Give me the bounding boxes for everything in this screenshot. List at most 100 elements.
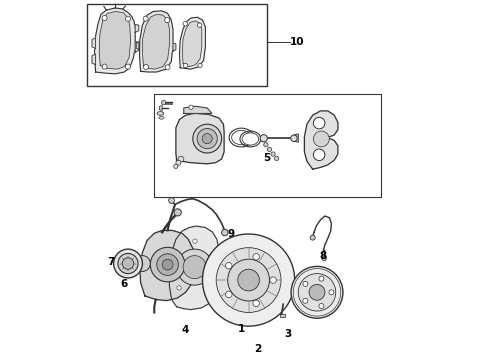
- Circle shape: [102, 64, 107, 69]
- Polygon shape: [92, 54, 96, 65]
- Circle shape: [122, 258, 134, 269]
- Text: 8: 8: [320, 251, 327, 261]
- Text: 7: 7: [107, 257, 115, 267]
- Circle shape: [319, 303, 324, 309]
- Circle shape: [298, 274, 336, 311]
- Ellipse shape: [159, 116, 164, 119]
- Text: 6: 6: [120, 279, 127, 289]
- Circle shape: [197, 129, 217, 149]
- Polygon shape: [99, 12, 130, 69]
- Polygon shape: [182, 21, 202, 67]
- Polygon shape: [173, 43, 176, 51]
- Circle shape: [322, 256, 326, 261]
- Ellipse shape: [242, 133, 259, 145]
- Circle shape: [310, 235, 315, 240]
- Polygon shape: [95, 8, 135, 74]
- Circle shape: [202, 234, 294, 326]
- Polygon shape: [170, 226, 220, 310]
- Polygon shape: [135, 24, 139, 32]
- Circle shape: [174, 209, 181, 216]
- Circle shape: [189, 105, 193, 109]
- Circle shape: [221, 229, 228, 236]
- Circle shape: [197, 23, 202, 27]
- Circle shape: [125, 16, 130, 21]
- Polygon shape: [304, 111, 338, 169]
- Text: 3: 3: [285, 329, 292, 339]
- Circle shape: [329, 290, 334, 295]
- Circle shape: [228, 259, 270, 301]
- Text: 2: 2: [254, 344, 261, 354]
- Circle shape: [193, 239, 197, 243]
- Polygon shape: [136, 41, 140, 50]
- Circle shape: [238, 269, 259, 291]
- Circle shape: [309, 284, 325, 300]
- Circle shape: [271, 152, 275, 156]
- Circle shape: [225, 262, 232, 269]
- Circle shape: [314, 117, 325, 129]
- Circle shape: [260, 135, 268, 142]
- Polygon shape: [179, 17, 205, 69]
- Circle shape: [253, 253, 259, 260]
- Circle shape: [169, 198, 174, 203]
- Circle shape: [143, 16, 148, 21]
- Ellipse shape: [232, 130, 251, 145]
- Circle shape: [319, 276, 324, 281]
- Polygon shape: [159, 105, 162, 111]
- Bar: [154, 94, 381, 197]
- Text: 4: 4: [182, 325, 189, 336]
- Circle shape: [144, 64, 148, 69]
- Circle shape: [217, 257, 221, 262]
- Polygon shape: [143, 14, 170, 69]
- Circle shape: [198, 63, 202, 68]
- Circle shape: [193, 124, 221, 153]
- Circle shape: [291, 135, 297, 141]
- Polygon shape: [184, 106, 212, 113]
- Bar: [87, 4, 267, 86]
- Polygon shape: [280, 314, 285, 317]
- Text: 1: 1: [238, 324, 245, 334]
- Circle shape: [183, 256, 206, 279]
- Circle shape: [253, 300, 259, 307]
- Circle shape: [264, 143, 268, 147]
- Circle shape: [176, 249, 213, 285]
- Polygon shape: [135, 41, 139, 52]
- Circle shape: [162, 259, 173, 270]
- Polygon shape: [294, 134, 298, 142]
- Circle shape: [134, 256, 150, 271]
- Circle shape: [303, 281, 308, 286]
- Circle shape: [118, 253, 138, 274]
- Polygon shape: [140, 230, 196, 301]
- Circle shape: [183, 22, 187, 26]
- Circle shape: [174, 164, 178, 168]
- Circle shape: [303, 298, 308, 303]
- Circle shape: [177, 286, 181, 290]
- Circle shape: [291, 266, 343, 318]
- Polygon shape: [140, 11, 173, 72]
- Circle shape: [162, 100, 166, 105]
- Circle shape: [216, 248, 281, 312]
- Circle shape: [157, 254, 178, 275]
- Circle shape: [176, 160, 181, 165]
- Circle shape: [225, 291, 232, 298]
- Text: 5: 5: [263, 153, 270, 163]
- Circle shape: [207, 286, 212, 291]
- Circle shape: [178, 156, 184, 162]
- Ellipse shape: [157, 112, 164, 115]
- Circle shape: [125, 64, 130, 69]
- Circle shape: [314, 149, 325, 161]
- Circle shape: [102, 15, 107, 21]
- Circle shape: [270, 277, 276, 283]
- Circle shape: [268, 147, 271, 152]
- Circle shape: [274, 156, 279, 161]
- Circle shape: [314, 131, 329, 147]
- Circle shape: [114, 249, 143, 278]
- Circle shape: [165, 18, 170, 23]
- Circle shape: [150, 247, 185, 282]
- Circle shape: [202, 134, 212, 144]
- Circle shape: [183, 63, 188, 68]
- Polygon shape: [176, 113, 224, 164]
- Circle shape: [165, 65, 170, 70]
- Text: 10: 10: [290, 37, 304, 48]
- Polygon shape: [92, 38, 96, 49]
- Text: 9: 9: [228, 229, 235, 239]
